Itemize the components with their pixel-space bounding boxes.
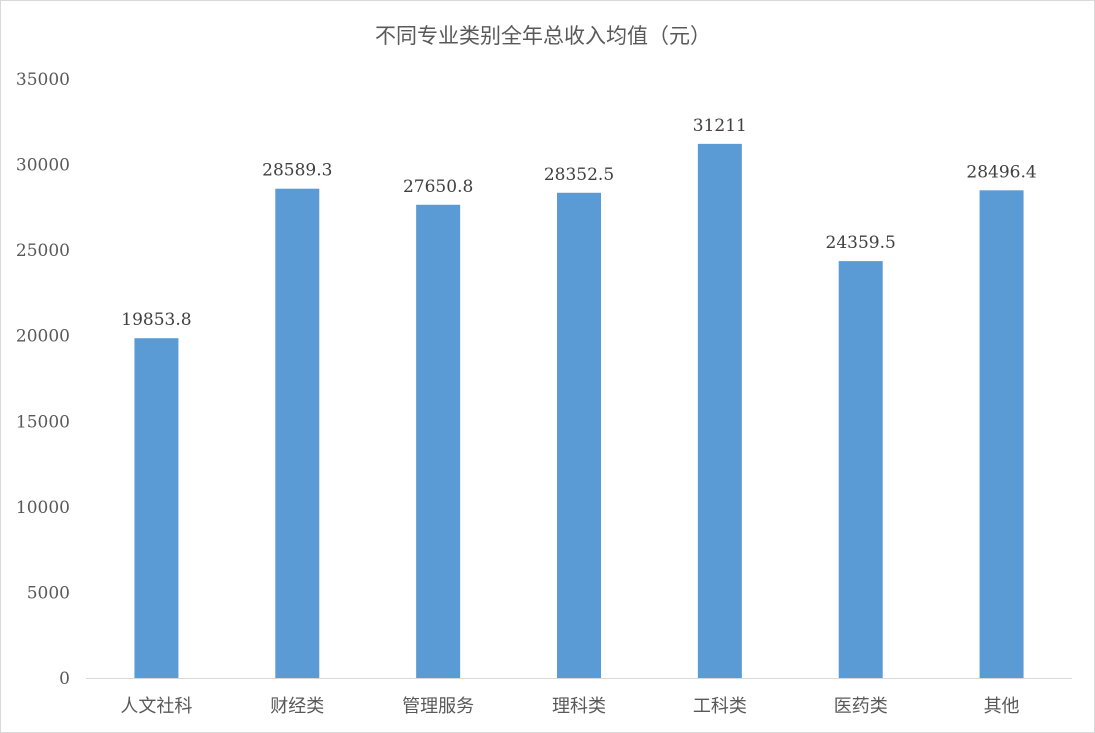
bar <box>838 261 883 678</box>
data-label: 24359.5 <box>826 233 896 253</box>
y-tick-label: 15000 <box>16 412 70 432</box>
x-tick-label: 管理服务 <box>402 696 474 717</box>
x-tick-label: 医药类 <box>834 696 888 717</box>
y-axis: 0 5000 10000 15000 20000 25000 30000 35000 <box>16 70 70 689</box>
y-tick-label: 25000 <box>16 241 70 261</box>
bar <box>979 190 1024 678</box>
y-tick-label: 5000 <box>27 583 70 603</box>
y-tick-label: 35000 <box>16 70 70 90</box>
data-label: 19853.8 <box>121 310 191 330</box>
bars <box>134 143 1024 679</box>
bar <box>275 188 320 679</box>
bar <box>416 204 461 678</box>
y-tick-label: 0 <box>59 669 70 689</box>
x-tick-label: 其他 <box>984 696 1020 717</box>
data-label: 28496.4 <box>966 162 1036 182</box>
bar <box>557 192 601 678</box>
data-label: 27650.8 <box>403 177 473 197</box>
bar <box>134 338 179 678</box>
bar <box>697 143 742 679</box>
y-tick-label: 30000 <box>16 156 70 176</box>
x-tick-label: 人文社科 <box>120 696 192 717</box>
data-label: 31211 <box>693 116 747 136</box>
x-tick-label: 工科类 <box>693 696 747 717</box>
data-label: 28352.5 <box>544 165 614 185</box>
x-tick-label: 理科类 <box>552 696 606 717</box>
y-tick-label: 10000 <box>16 498 70 518</box>
x-axis: 人文社科 财经类 管理服务 理科类 工科类 医药类 其他 <box>120 696 1019 717</box>
data-label: 28589.3 <box>262 161 332 181</box>
x-tick-label: 财经类 <box>270 696 324 717</box>
value-labels: 19853.8 28589.3 27650.8 28352.5 31211 24359.5… <box>121 116 1036 330</box>
y-tick-label: 20000 <box>16 327 70 347</box>
chart-title: 不同专业类别全年总收入均值（元） <box>375 24 711 48</box>
